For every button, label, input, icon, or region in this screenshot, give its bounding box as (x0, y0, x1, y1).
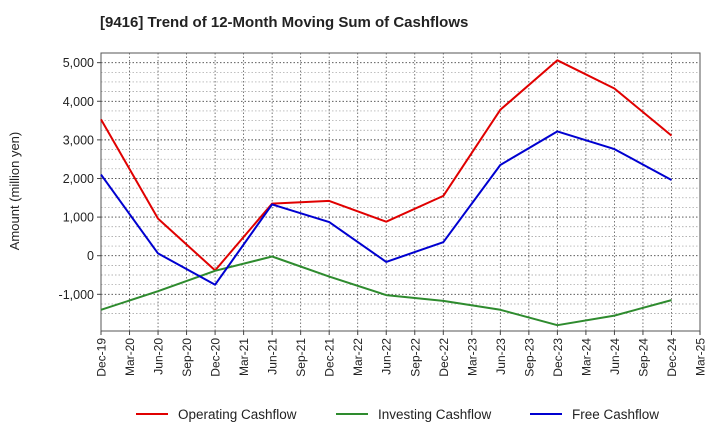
legend-label: Investing Cashflow (378, 407, 492, 422)
x-tick-label: Sep-20 (180, 338, 194, 377)
x-tick-label: Sep-22 (408, 338, 422, 377)
y-tick-label: 2,000 (63, 172, 94, 186)
legend-label: Operating Cashflow (178, 407, 297, 422)
y-tick-label: 1,000 (63, 211, 94, 225)
y-tick-label: 5,000 (63, 56, 94, 70)
x-tick-label: Dec-19 (95, 338, 109, 377)
x-tick-label: Dec-21 (323, 338, 337, 377)
x-axis: Dec-19 Mar-20 Jun-20 Sep-20 Dec-20 Mar-21 Jun-… (95, 331, 708, 377)
y-axis: -1,000 0 1,000 2,000 3,000 4,000 5,000 (59, 56, 101, 302)
legend: Operating Cashflow Investing Cashflow Free… (136, 407, 659, 422)
series-line-investing-cashflow (100, 255, 672, 327)
x-tick-label: Mar-24 (579, 338, 593, 376)
y-tick-label: 0 (87, 249, 94, 263)
series-line-free-cashflow (100, 130, 672, 286)
x-tick-label: Dec-20 (209, 338, 223, 377)
x-tick-label: Mar-25 (694, 338, 708, 376)
legend-item: Investing Cashflow (336, 407, 492, 422)
series-line-operating-cashflow (100, 59, 673, 272)
y-axis-label: Amount (million yen) (7, 132, 22, 251)
legend-item: Free Cashflow (530, 407, 659, 422)
x-tick-label: Dec-23 (551, 338, 565, 377)
x-tick-label: Sep-21 (294, 338, 308, 377)
legend-label: Free Cashflow (572, 407, 659, 422)
y-tick-label: -1,000 (59, 288, 94, 302)
x-tick-label: Jun-24 (608, 338, 622, 375)
y-tick-label: 3,000 (63, 133, 94, 147)
y-tick-label: 4,000 (63, 95, 94, 109)
grid (101, 53, 700, 331)
x-tick-label: Jun-22 (380, 338, 394, 375)
x-tick-label: Mar-23 (465, 338, 479, 376)
x-tick-label: Mar-20 (123, 338, 137, 376)
plot-area (100, 52, 701, 332)
x-tick-label: Jun-23 (494, 338, 508, 375)
x-tick-label: Dec-22 (437, 338, 451, 377)
x-tick-label: Sep-23 (522, 338, 536, 377)
x-tick-label: Dec-24 (665, 338, 679, 377)
x-tick-label: Jun-20 (152, 338, 166, 375)
x-tick-label: Jun-21 (266, 338, 280, 375)
x-tick-label: Mar-21 (237, 338, 251, 376)
legend-item: Operating Cashflow (136, 407, 297, 422)
series (100, 59, 673, 327)
x-tick-label: Sep-24 (636, 338, 650, 377)
chart-title: [9416] Trend of 12-Month Moving Sum of C… (100, 14, 469, 31)
x-tick-label: Mar-22 (351, 338, 365, 376)
